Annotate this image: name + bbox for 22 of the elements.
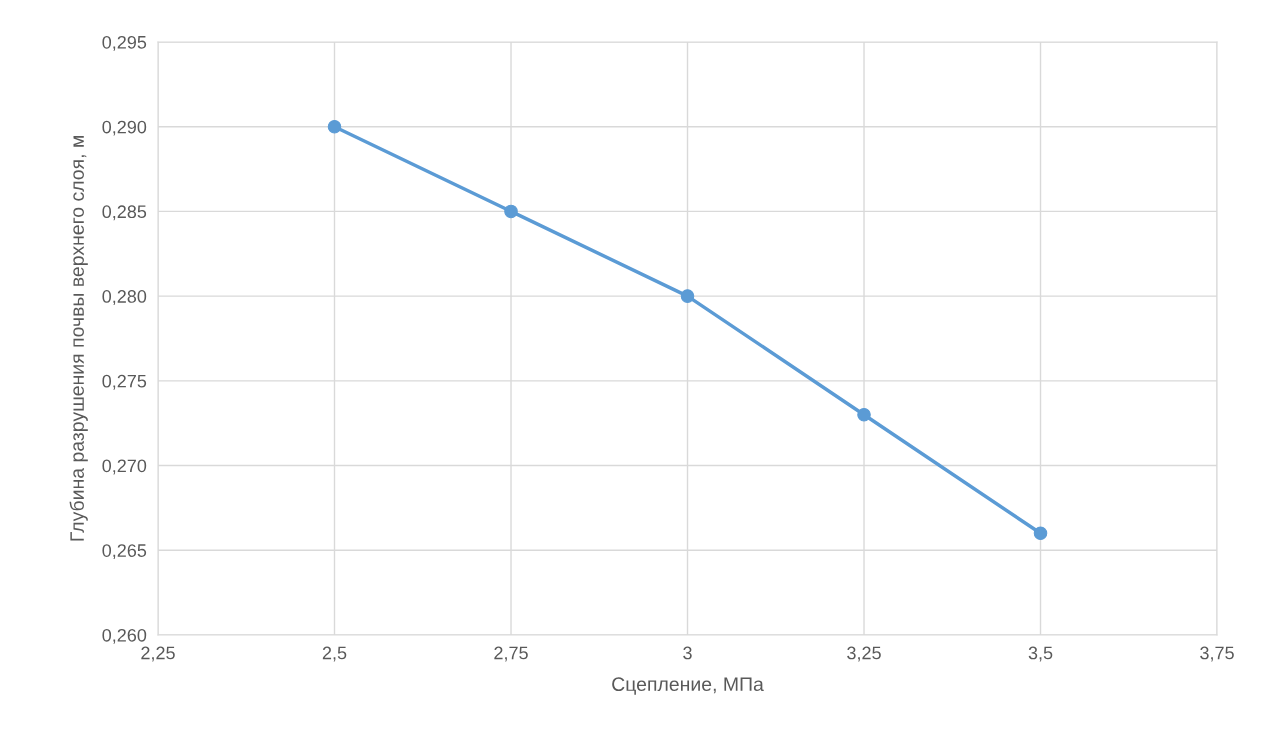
point: [680, 289, 695, 303]
x-tick-label: 2,5: [322, 646, 347, 662]
point: [857, 407, 871, 422]
x-tick-label: 2,25: [141, 646, 175, 662]
x-axis-title: Сцепление, МПа: [612, 677, 764, 695]
y-tick-label: 0,280: [102, 290, 147, 305]
y-tick-label: 0,270: [102, 459, 147, 475]
point: [327, 119, 342, 134]
y-axis-title: Глубина разрушения почвы верхнего слоя, м: [69, 136, 88, 541]
y-tick-label: 0,260: [102, 628, 147, 644]
y-tick-label: 0,265: [102, 544, 147, 560]
y-tick-label: 0,295: [102, 35, 147, 51]
x-tick-label: 2,75: [494, 646, 528, 662]
x-tick-label: 3: [683, 646, 692, 660]
x-tick-label: 3,75: [1200, 646, 1234, 662]
y-tick-label: 0,285: [102, 205, 147, 221]
y-tick-label: 0,290: [102, 120, 147, 136]
point: [1033, 526, 1048, 541]
point: [504, 204, 518, 219]
x-tick-label: 3,5: [1028, 646, 1053, 662]
x-tick-label: 3,25: [847, 646, 881, 662]
y-tick-label: 0,275: [102, 374, 147, 390]
